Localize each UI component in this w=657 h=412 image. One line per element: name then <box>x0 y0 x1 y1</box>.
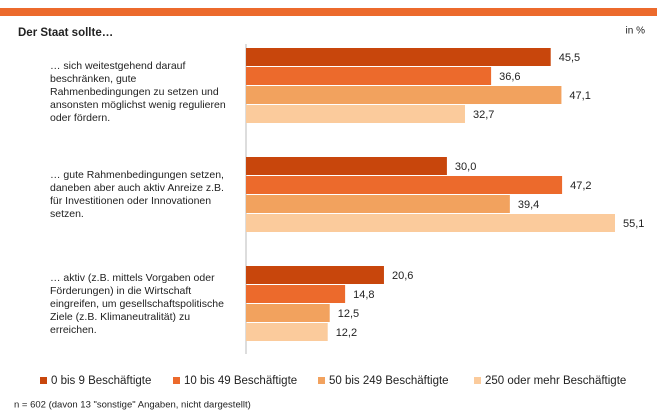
legend-label: 250 oder mehr Beschäftigte <box>485 375 626 387</box>
top-band <box>0 8 657 16</box>
bar <box>246 105 465 123</box>
legend-swatch <box>318 377 325 384</box>
value-label: 12,5 <box>338 308 359 320</box>
category-label: … gute Rahmenbedingungen setzen, daneben… <box>50 169 224 220</box>
value-label: 14,8 <box>353 289 374 301</box>
bar <box>246 323 328 341</box>
bar <box>246 86 562 104</box>
category-label: … aktiv (z.B. mittels Vorgaben oder Förd… <box>50 272 224 336</box>
legend-label: 50 bis 249 Beschäftigte <box>329 375 449 387</box>
value-label: 45,5 <box>559 52 580 64</box>
value-label: 47,2 <box>570 180 591 192</box>
bar <box>246 214 615 232</box>
bar <box>246 157 447 175</box>
value-label: 47,1 <box>569 90 590 102</box>
value-label: 12,2 <box>336 327 357 339</box>
category-label: … sich weitestgehend darauf beschränken,… <box>50 60 226 124</box>
value-label: 32,7 <box>473 109 494 121</box>
bar <box>246 285 346 303</box>
legend-swatch <box>40 377 47 384</box>
value-label: 36,6 <box>499 71 520 83</box>
value-label: 39,4 <box>518 199 539 211</box>
legend-label: 10 bis 49 Beschäftigte <box>184 375 297 387</box>
bar <box>246 195 510 213</box>
legend-swatch <box>474 377 481 384</box>
value-label: 30,0 <box>455 161 476 173</box>
bar <box>246 176 563 194</box>
bar <box>246 304 330 322</box>
legend-swatch <box>173 377 180 384</box>
footnote: n = 602 (davon 13 "sonstige" Angaben, ni… <box>14 400 251 411</box>
value-label: 55,1 <box>623 218 644 230</box>
value-label: 20,6 <box>392 270 413 282</box>
legend-label: 0 bis 9 Beschäftigte <box>51 375 151 387</box>
bar <box>246 67 492 85</box>
unit-label: in % <box>626 26 646 37</box>
bar <box>246 48 551 66</box>
chart-title: Der Staat sollte… <box>18 27 113 39</box>
bar <box>246 266 384 284</box>
